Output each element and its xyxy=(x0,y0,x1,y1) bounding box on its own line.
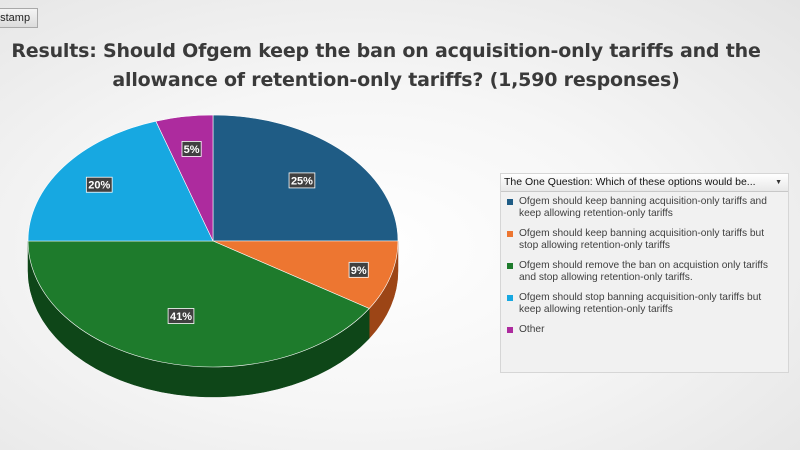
data-label-box xyxy=(167,308,195,324)
pie-slice-4[interactable] xyxy=(27,120,214,242)
legend-swatch xyxy=(507,295,513,301)
legend-item-4[interactable]: Ofgem should stop banning acquisition-on… xyxy=(507,292,782,316)
data-label-5: 5% xyxy=(181,141,202,157)
data-label-box xyxy=(181,141,202,157)
legend-swatch xyxy=(507,199,513,205)
legend-label-line: keep allowing retention-only tariffs xyxy=(519,208,673,219)
data-label-text: 9% xyxy=(351,265,367,277)
data-label-1: 25% xyxy=(288,172,316,189)
legend-label-line: Ofgem should stop banning acquisition-on… xyxy=(519,292,762,303)
legend-label-line: and stop allowing retention-only tariffs… xyxy=(519,272,693,283)
legend-label-line: keep allowing retention-only tariffs xyxy=(519,304,673,315)
data-label-3: 41% xyxy=(167,308,195,324)
data-label-box xyxy=(288,172,316,189)
legend-header[interactable]: The One Question: Which of these options… xyxy=(501,174,788,192)
legend-item-2[interactable]: Ofgem should keep banning acquisition-on… xyxy=(507,228,782,252)
pie-top xyxy=(27,114,399,368)
data-label-text: 20% xyxy=(88,180,110,192)
legend-label-line: stop allowing retention-only tariffs xyxy=(519,240,671,251)
pie-slice-2[interactable] xyxy=(212,240,399,309)
timestamp-tab[interactable]: estamp xyxy=(0,8,38,28)
data-label-box xyxy=(85,176,113,193)
chart-title: Results: Should Ofgem keep the ban on ac… xyxy=(0,37,800,95)
legend-label-line: Other xyxy=(519,324,545,335)
legend-swatch xyxy=(507,231,513,237)
legend-swatch xyxy=(507,327,513,333)
legend-item-1[interactable]: Ofgem should keep banning acquisition-on… xyxy=(507,196,782,220)
data-label-2: 9% xyxy=(348,261,369,278)
data-label-box xyxy=(348,261,369,278)
chart-title-line-2: allowance of retention-only tariffs? (1,… xyxy=(112,69,680,91)
legend-label-line: Ofgem should remove the ban on acquistio… xyxy=(519,260,768,271)
data-label-4: 20% xyxy=(85,176,113,193)
legend-item-5[interactable]: Other xyxy=(507,324,782,336)
legend-items: Ofgem should keep banning acquisition-on… xyxy=(501,192,788,336)
legend-item-3[interactable]: Ofgem should remove the ban on acquistio… xyxy=(507,260,782,284)
data-label-text: 5% xyxy=(184,144,200,156)
legend-label-line: Ofgem should keep banning acquisition-on… xyxy=(519,196,767,207)
legend-header-label: The One Question: Which of these options… xyxy=(504,176,756,188)
dropdown-arrow-icon[interactable]: ▼ xyxy=(775,179,782,186)
legend-panel: The One Question: Which of these options… xyxy=(500,173,789,373)
chart-title-line-1: Results: Should Ofgem keep the ban on ac… xyxy=(11,40,761,62)
legend-swatch xyxy=(507,263,513,269)
pie-labels: 25% 9% 41% 20% 5% xyxy=(85,141,369,324)
pie-slice-3[interactable] xyxy=(27,240,370,368)
data-label-text: 25% xyxy=(291,175,313,187)
legend-label-line: Ofgem should keep banning acquisition-on… xyxy=(519,228,765,239)
data-label-text: 41% xyxy=(170,311,192,323)
